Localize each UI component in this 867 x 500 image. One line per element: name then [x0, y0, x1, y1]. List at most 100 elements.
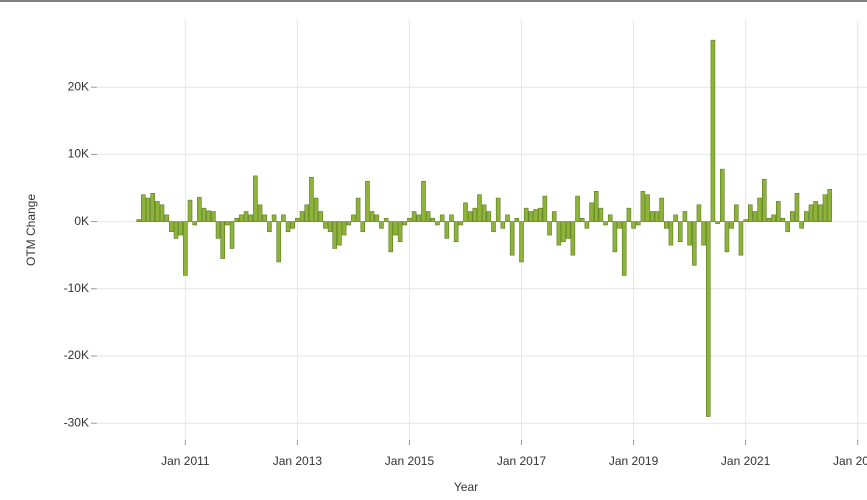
- bar: [547, 221, 552, 236]
- bar: [295, 217, 300, 222]
- bar: [785, 221, 790, 232]
- bar: [804, 211, 809, 222]
- bar: [281, 214, 286, 222]
- x-tick-label: Jan 2023: [833, 454, 867, 468]
- y-tick-label: -30K: [64, 415, 89, 429]
- bar: [551, 211, 557, 222]
- bar: [183, 221, 188, 276]
- bar: [696, 204, 702, 222]
- bar: [799, 221, 804, 229]
- bar: [705, 221, 711, 417]
- bar: [640, 191, 646, 222]
- bar: [407, 217, 412, 222]
- bar: [733, 204, 739, 222]
- x-tick-label: Jan 2017: [497, 454, 547, 468]
- bar: [201, 207, 207, 222]
- bar: [439, 214, 445, 222]
- bar: [537, 207, 543, 222]
- x-tick-label: Jan 2021: [721, 454, 771, 468]
- bar: [533, 209, 538, 222]
- bar: [449, 214, 454, 222]
- bar: [164, 214, 169, 222]
- bar: [715, 221, 720, 224]
- bar: [299, 211, 305, 222]
- bar: [668, 221, 674, 246]
- bar: [486, 211, 492, 222]
- bar: [472, 207, 478, 222]
- bar: [435, 221, 440, 226]
- bar: [509, 221, 515, 256]
- bar: [369, 211, 375, 222]
- bar: [318, 211, 324, 222]
- bar: [757, 197, 762, 222]
- bar: [425, 211, 431, 222]
- bar: [691, 221, 697, 266]
- bar: [416, 214, 422, 222]
- bar: [360, 221, 366, 232]
- bar: [603, 221, 608, 226]
- bar: [220, 221, 225, 259]
- bar: [491, 221, 496, 232]
- bar: [719, 168, 725, 222]
- bar: [790, 211, 795, 222]
- bar: [514, 217, 520, 222]
- bar: [239, 214, 244, 222]
- bar: [192, 221, 197, 226]
- bar: [593, 191, 599, 222]
- bar: [523, 207, 529, 222]
- bar: [477, 194, 482, 222]
- bar: [519, 221, 524, 263]
- bar: [430, 217, 436, 222]
- bar: [626, 207, 632, 222]
- bar: [682, 211, 688, 222]
- bar: [794, 193, 800, 222]
- bar: [187, 199, 193, 222]
- bar: [365, 180, 370, 222]
- y-tick-label: -10K: [64, 281, 89, 295]
- bar: [649, 211, 655, 222]
- bar: [673, 214, 678, 222]
- bar: [332, 221, 338, 249]
- y-axis-label: OTM Change: [24, 194, 38, 266]
- bar: [253, 175, 258, 222]
- bar: [808, 204, 814, 222]
- bar: [556, 221, 562, 246]
- bar: [393, 221, 398, 236]
- bar: [579, 217, 585, 222]
- bar: [355, 197, 361, 222]
- bar: [397, 221, 403, 243]
- bar: [612, 221, 618, 253]
- bar: [822, 194, 828, 222]
- x-tick-label: Jan 2011: [161, 454, 210, 468]
- bar: [304, 204, 310, 222]
- bar: [257, 204, 263, 222]
- x-tick-label: Jan 2013: [273, 454, 323, 468]
- bar: [379, 221, 384, 229]
- bar: [337, 221, 342, 246]
- bar: [444, 221, 450, 239]
- bar: [766, 217, 772, 222]
- bar: [141, 194, 146, 222]
- bar: [621, 221, 627, 276]
- bar: [729, 221, 734, 229]
- bar: [323, 221, 328, 229]
- bar: [453, 221, 459, 243]
- bar: [743, 219, 748, 222]
- x-tick-label: Jan 2015: [385, 454, 435, 468]
- bar: [383, 217, 389, 222]
- x-axis-label: Year: [454, 480, 478, 494]
- bar: [262, 214, 268, 222]
- bar: [598, 207, 604, 222]
- y-tick-label: 20K: [68, 79, 89, 93]
- bar: [346, 221, 352, 226]
- bar: [528, 211, 534, 222]
- bar: [607, 214, 613, 222]
- bar: [565, 221, 571, 239]
- bar: [762, 178, 767, 222]
- bar: [267, 221, 272, 232]
- bar: [724, 221, 730, 253]
- bar: [155, 201, 160, 222]
- bar: [467, 211, 473, 222]
- bar: [663, 221, 669, 229]
- bar: [677, 221, 683, 243]
